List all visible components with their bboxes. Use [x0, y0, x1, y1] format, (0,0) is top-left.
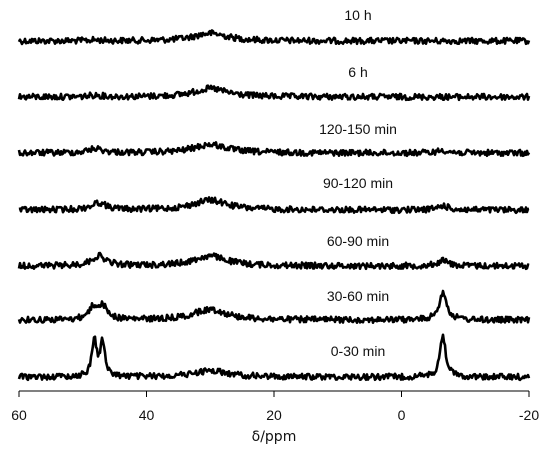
series-label-1: 10 h [344, 7, 371, 23]
x-tick-label: 20 [266, 407, 282, 423]
x-tick-label: 0 [398, 407, 406, 423]
spectrum-trace-2 [17, 84, 531, 102]
x-tick-label: -20 [519, 407, 539, 423]
spectrum-trace-1 [17, 29, 531, 46]
series-labels: 10 h 6 h 120-150 min 90-120 min 60-90 min 30-… [319, 7, 397, 359]
spectrum-trace-4 [18, 196, 530, 215]
series-label-2: 6 h [348, 64, 367, 80]
series-label-6: 30-60 min [327, 288, 389, 304]
x-axis-title: δ/ppm [252, 429, 297, 445]
spectrum-trace-6 [17, 289, 531, 324]
spectra-traces [17, 29, 531, 382]
series-label-3: 120-150 min [319, 121, 397, 137]
spectrum-trace-7 [17, 333, 531, 382]
x-axis-ticks: 60 40 20 0 -20 [11, 391, 539, 423]
series-label-7: 0-30 min [331, 343, 385, 359]
spectrum-trace-5 [17, 251, 530, 271]
x-tick-label: 40 [139, 407, 155, 423]
x-tick-label: 60 [11, 407, 27, 423]
spectrum-trace-3 [17, 141, 531, 158]
series-label-4: 90-120 min [323, 175, 393, 191]
series-label-5: 60-90 min [327, 233, 389, 249]
